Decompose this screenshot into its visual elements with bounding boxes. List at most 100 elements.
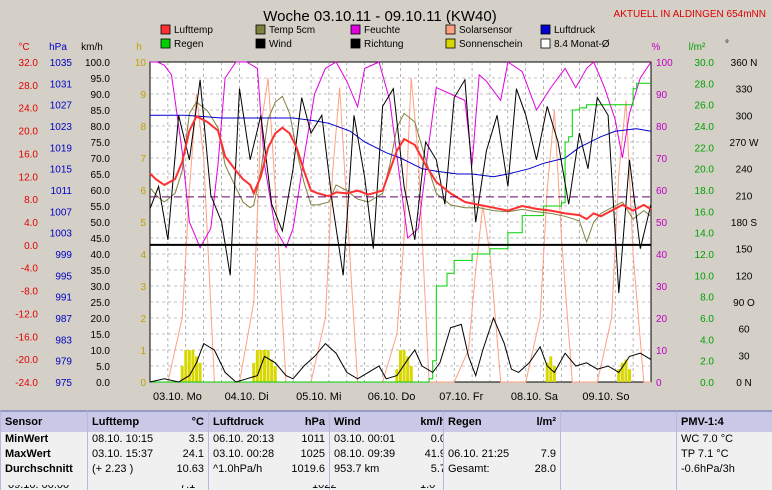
tick-wind_ticks: 0.0: [96, 378, 110, 389]
legend-swatch: [540, 38, 551, 49]
tick-temp_ticks: 28.0: [19, 81, 39, 92]
sunshine-bar: [402, 350, 406, 382]
tick-dir_ticks: 270 W: [730, 138, 759, 149]
tick-dir_ticks: 300: [736, 111, 753, 122]
tick-wind_ticks: 30.0: [91, 282, 111, 293]
tick-wind_ticks: 55.0: [91, 202, 111, 213]
sunshine-bar: [187, 350, 191, 382]
panel-row: [444, 432, 560, 447]
panel-header: Sensor: [1, 412, 87, 432]
day-label: 09.10. So: [582, 391, 629, 402]
panel-row-label: TP 7.1 °C: [681, 448, 729, 460]
day-label: 06.10. Do: [368, 391, 416, 402]
panel-title: Wind: [334, 416, 361, 428]
location-label: AKTUELL IN ALDINGEN 654mNN: [614, 9, 766, 20]
sun-unit: h: [136, 42, 142, 53]
sunshine-bar: [198, 362, 202, 382]
tick-press_ticks: 1023: [50, 122, 73, 133]
panel-row: 03.10. 00:01 0.0: [330, 432, 450, 447]
tick-sun_ticks: 1: [140, 346, 146, 357]
panel-unit: °C: [191, 416, 204, 428]
panel-row: (+ 2.23 ) 10.63: [88, 462, 208, 477]
tick-dir_ticks: 240: [736, 165, 753, 176]
legend-label: Regen: [174, 39, 203, 50]
weather-chart: Woche 03.10.11 - 09.10.11 (KW40) AKTUELL…: [15, 8, 766, 402]
tick-press_ticks: 1027: [50, 101, 73, 112]
panel-row-value: 7.9: [540, 448, 556, 460]
panel-row-label: MaxWert: [5, 448, 51, 460]
legend-label: Solarsensor: [459, 25, 513, 36]
tick-dir_ticks: 210: [736, 191, 753, 202]
tick-wind_ticks: 65.0: [91, 170, 111, 181]
legend-label: Luftdruck: [554, 25, 596, 36]
tick-sun_ticks: 5: [140, 218, 146, 229]
tick-dir_ticks: 0 N: [736, 378, 752, 389]
tick-press_ticks: 999: [55, 250, 72, 261]
sunshine-bar: [195, 356, 199, 382]
press-unit: hPa: [49, 42, 67, 53]
day-label: 07.10. Fr: [439, 391, 483, 402]
overflow-cell: 1022: [312, 485, 336, 490]
panel-row-value: 24.1: [182, 448, 204, 460]
panel-row-label: -0.6hPa/3h: [681, 463, 735, 475]
panel-row: WC 7.0 °C: [677, 432, 772, 447]
sunshine-bar: [628, 369, 632, 382]
legend-swatch: [350, 24, 361, 35]
tick-rain_ticks: 14.0: [695, 229, 715, 240]
panel-row: 08.10. 09:39 41.9: [330, 447, 450, 462]
panel-title: Lufttemp: [92, 416, 140, 428]
sunshine-bar: [620, 362, 624, 382]
series-lufttemp: [149, 114, 652, 221]
legend-label: 8.4 Monat-Ø: [554, 39, 610, 50]
sunshine-bar: [624, 359, 628, 382]
panel-luftdruck: Luftdruck hPa 06.10. 20:13 1011 03.10. 00:28…: [208, 410, 329, 490]
tick-sun_ticks: 3: [140, 282, 146, 293]
tick-hum_ticks: 30: [656, 282, 668, 293]
sunshine-bar: [184, 350, 188, 382]
wind-unit: km/h: [81, 42, 103, 53]
panel-unit: l/m²: [536, 416, 556, 428]
legend-label: Richtung: [364, 39, 403, 50]
tick-sun_ticks: 9: [140, 90, 146, 101]
panel-row-value: 0.0: [430, 433, 446, 445]
day-label: 04.10. Di: [225, 391, 269, 402]
sunshine-bar: [191, 350, 195, 382]
tick-hum_ticks: 100: [656, 58, 673, 69]
panel-row-label: (+ 2.23 ): [92, 463, 134, 475]
panel-row: MaxWert: [1, 447, 87, 462]
tick-press_ticks: 1015: [50, 165, 73, 176]
tick-sun_ticks: 10: [135, 58, 147, 69]
tick-hum_ticks: 80: [656, 122, 668, 133]
temp-unit: °C: [18, 42, 29, 53]
tick-wind_ticks: 60.0: [91, 186, 111, 197]
tick-wind_ticks: 40.0: [91, 250, 111, 261]
legend-swatch: [540, 24, 551, 35]
tick-dir_ticks: 120: [736, 271, 753, 282]
tick-temp_ticks: -16.0: [15, 332, 38, 343]
tick-wind_ticks: 50.0: [91, 218, 111, 229]
sunshine-bar: [263, 350, 267, 382]
tick-sun_ticks: 6: [140, 186, 146, 197]
panel-header: Lufttemp °C: [88, 412, 208, 432]
tick-rain_ticks: 22.0: [695, 143, 715, 154]
chart-title: Woche 03.10.11 - 09.10.11 (KW40): [263, 8, 496, 25]
legend-swatch: [350, 38, 361, 49]
panel-row: -0.6hPa/3h: [677, 462, 772, 477]
overflow-cell: 1.0: [420, 485, 435, 490]
panel-regen: Regen l/m² 06.10. 21:25 7.9 Gesamt: 28.0: [443, 410, 560, 490]
sunshine-bar: [399, 350, 402, 382]
panel-row: 06.10. 20:13 1011: [209, 432, 329, 447]
sunshine-bar: [266, 350, 270, 382]
tick-rain_ticks: 28.0: [695, 79, 715, 90]
tick-hum_ticks: 50: [656, 218, 668, 229]
tick-sun_ticks: 2: [140, 314, 146, 325]
panel-row-value: 1025: [300, 448, 325, 460]
tick-hum_ticks: 40: [656, 250, 668, 261]
axis-units: °C hPa km/h h% l/m² °: [18, 39, 729, 53]
sunshine-bar: [409, 366, 413, 382]
legend-swatch: [255, 24, 266, 35]
panel-pmv: PMV-1:4 WC 7.0 °C TP 7.1 °C -0.6hPa/3h: [676, 410, 772, 490]
tick-temp_ticks: -20.0: [15, 355, 38, 366]
panel-row-value: 1019.6: [291, 463, 325, 475]
sunshine-bar: [406, 356, 410, 382]
